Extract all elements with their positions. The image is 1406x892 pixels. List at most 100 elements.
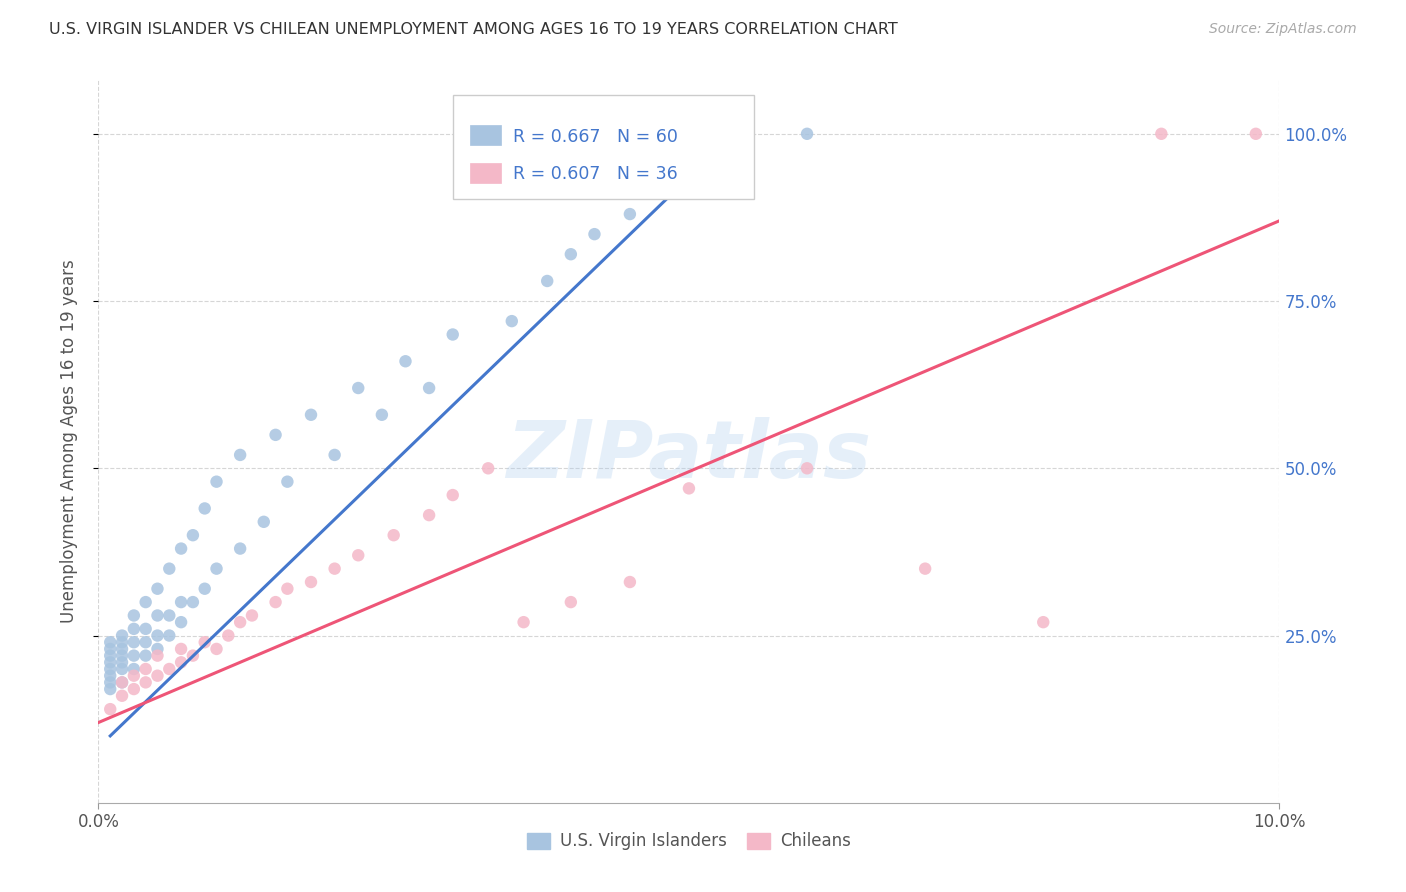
Point (98, 675, 121, 690)
Point (111, 635, 134, 649)
Point (135, 635, 157, 649)
Point (1244, 127, 1267, 141)
Text: U.S. VIRGIN ISLANDER VS CHILEAN UNEMPLOYMENT AMONG AGES 16 TO 19 YEARS CORRELATI: U.S. VIRGIN ISLANDER VS CHILEAN UNEMPLOY… (49, 22, 898, 37)
Point (418, 381, 440, 395)
Point (146, 669, 169, 683)
Point (111, 648, 134, 663)
Point (194, 501, 217, 516)
Point (146, 608, 169, 623)
Point (512, 615, 534, 630)
Point (205, 475, 228, 489)
Point (441, 488, 464, 502)
Point (229, 448, 252, 462)
Point (170, 595, 193, 609)
Point (170, 615, 193, 630)
Point (122, 669, 145, 683)
Point (170, 541, 193, 556)
Point (229, 541, 252, 556)
Point (205, 562, 228, 576)
Point (111, 628, 134, 642)
Point (737, 147, 759, 161)
Point (194, 582, 217, 596)
Point (181, 648, 204, 663)
Point (98, 662, 121, 676)
Point (441, 327, 464, 342)
Point (382, 528, 405, 542)
Point (122, 648, 145, 663)
Point (264, 427, 287, 442)
Point (122, 662, 145, 676)
Point (394, 354, 416, 368)
Point (170, 642, 193, 657)
Point (98, 702, 121, 716)
Point (229, 615, 252, 630)
Point (181, 595, 204, 609)
Point (678, 482, 700, 496)
Point (135, 648, 157, 663)
Point (157, 608, 180, 623)
Point (170, 655, 193, 669)
Point (323, 448, 346, 462)
Point (1032, 615, 1054, 630)
Point (323, 562, 346, 576)
Point (98, 635, 121, 649)
Point (501, 314, 523, 328)
Text: R = 0.607   N = 36: R = 0.607 N = 36 (513, 165, 678, 183)
Legend: U.S. Virgin Islanders, Chileans: U.S. Virgin Islanders, Chileans (520, 826, 858, 857)
Point (157, 562, 180, 576)
Point (619, 575, 641, 590)
Point (122, 608, 145, 623)
Point (583, 227, 606, 242)
Point (135, 675, 157, 690)
Text: R = 0.667   N = 60: R = 0.667 N = 60 (513, 128, 678, 145)
Point (157, 628, 180, 642)
Y-axis label: Unemployment Among Ages 16 to 19 years: Unemployment Among Ages 16 to 19 years (59, 260, 77, 624)
FancyBboxPatch shape (453, 95, 754, 200)
Point (111, 675, 134, 690)
Point (796, 127, 818, 141)
Point (122, 635, 145, 649)
Point (122, 681, 145, 696)
Point (253, 515, 276, 529)
Point (135, 622, 157, 636)
Point (240, 608, 263, 623)
Point (678, 173, 700, 188)
Point (157, 662, 180, 676)
Point (560, 247, 582, 261)
Point (477, 461, 499, 475)
Point (135, 595, 157, 609)
Text: ZIPatlas: ZIPatlas (506, 417, 872, 495)
Point (146, 642, 169, 657)
Point (276, 582, 298, 596)
Point (122, 622, 145, 636)
Point (418, 508, 440, 523)
Point (111, 662, 134, 676)
Point (98, 648, 121, 663)
Point (619, 207, 641, 221)
Point (111, 642, 134, 657)
Point (146, 582, 169, 596)
Point (371, 408, 394, 422)
Point (299, 575, 322, 590)
Point (135, 662, 157, 676)
Point (98, 642, 121, 657)
Point (536, 274, 558, 288)
Point (98, 669, 121, 683)
Point (98, 681, 121, 696)
Point (914, 562, 936, 576)
Point (276, 475, 298, 489)
Point (98, 655, 121, 669)
Point (1150, 127, 1173, 141)
Point (299, 408, 322, 422)
Point (111, 655, 134, 669)
Point (264, 595, 287, 609)
Point (111, 675, 134, 690)
Point (111, 689, 134, 703)
Point (205, 642, 228, 657)
Point (146, 628, 169, 642)
Text: Source: ZipAtlas.com: Source: ZipAtlas.com (1209, 22, 1357, 37)
FancyBboxPatch shape (471, 125, 501, 145)
Point (796, 461, 818, 475)
Point (181, 528, 204, 542)
Point (347, 548, 370, 563)
